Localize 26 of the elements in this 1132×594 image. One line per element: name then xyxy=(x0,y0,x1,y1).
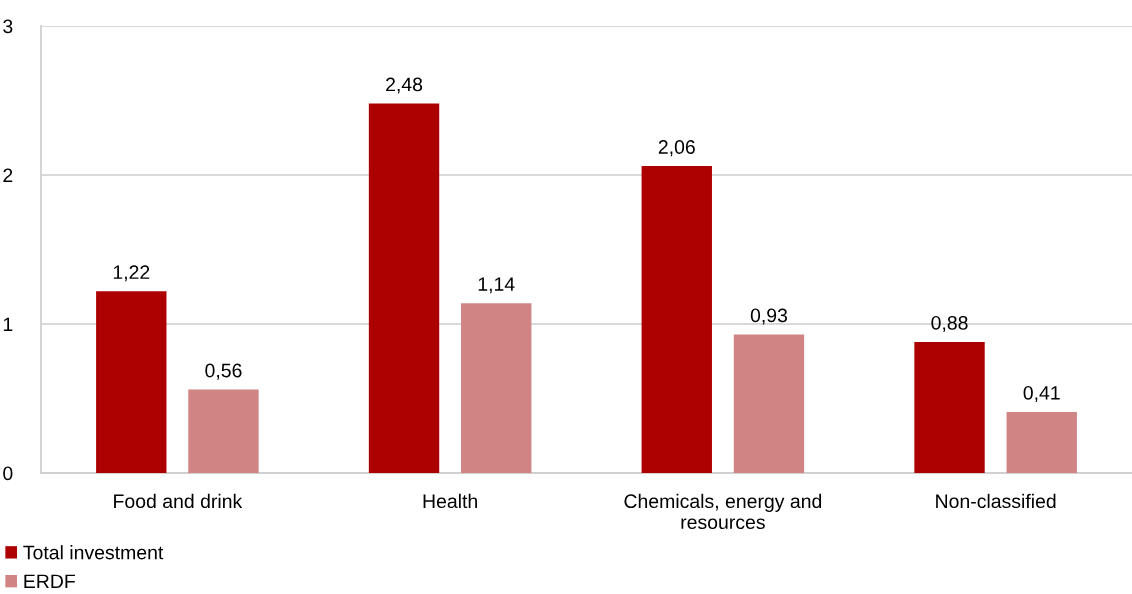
bar xyxy=(96,291,167,473)
data-label: 0,88 xyxy=(931,315,968,332)
legend-label: ERDF xyxy=(24,574,75,589)
data-label: 1,22 xyxy=(113,265,150,282)
bar xyxy=(914,341,985,473)
bar xyxy=(368,103,440,473)
bar xyxy=(641,166,712,473)
bar xyxy=(188,389,259,473)
y-tick-label: 3 xyxy=(3,19,13,34)
data-label: 2,06 xyxy=(658,140,695,157)
bar xyxy=(1006,411,1077,473)
data-label: 2,48 xyxy=(386,77,423,94)
x-tick-label: Chemicals, energy and resources xyxy=(624,493,822,530)
data-label: 0,41 xyxy=(1023,385,1060,403)
y-tick-label: 0 xyxy=(3,466,13,481)
bar xyxy=(461,303,532,473)
data-label: 1,14 xyxy=(478,277,515,294)
y-tick-label: 2 xyxy=(3,168,13,183)
data-label: 0,56 xyxy=(205,363,242,380)
legend-label: Total investment xyxy=(23,545,164,560)
bar xyxy=(733,334,805,473)
x-tick-label: Non-classified xyxy=(936,493,1056,509)
x-tick-label: Food and drink xyxy=(114,493,243,509)
x-tick-label: Health xyxy=(423,493,477,509)
y-tick-label: 1 xyxy=(3,317,13,332)
data-label: 0,93 xyxy=(750,308,788,325)
